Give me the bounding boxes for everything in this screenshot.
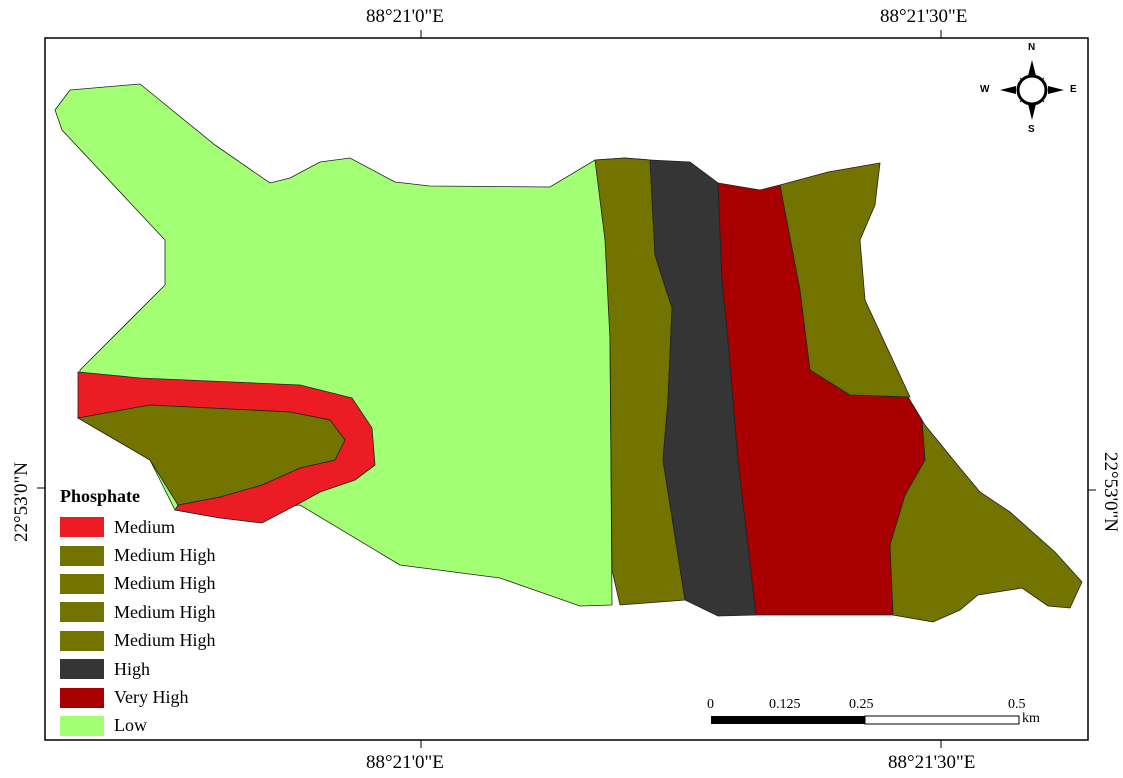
scale-tick-1: 0.125 (769, 697, 801, 712)
coord-right: 22°53'0"N (1100, 452, 1121, 532)
legend-label: Medium High (114, 545, 216, 566)
legend-swatch (60, 630, 104, 651)
legend-label: Medium (114, 516, 175, 537)
legend-title: Phosphate (60, 486, 141, 506)
legend-swatch (60, 517, 104, 538)
legend-label: Very High (114, 687, 189, 708)
zone-medium-high-band-3 (889, 396, 1083, 623)
legend-item: Medium High (60, 627, 216, 655)
north-letter-e: E (1070, 84, 1077, 95)
north-arrow (1000, 60, 1064, 120)
scale-bar-seg-1 (711, 716, 788, 724)
coord-top-left: 88°21'0"E (366, 6, 444, 27)
scale-tick-0: 0 (707, 697, 714, 712)
legend-item: Medium High (60, 570, 216, 598)
coord-bottom-left: 88°21'0"E (366, 752, 444, 773)
scale-bar-seg-2 (788, 716, 865, 724)
zone-medium-high-band-4 (76, 404, 346, 506)
legend-item: Medium High (60, 598, 216, 626)
north-letter-s: S (1028, 124, 1035, 135)
legend-item: High (60, 655, 216, 683)
north-arrow-w-point (1000, 86, 1016, 94)
legend-label: Medium High (114, 630, 216, 651)
legend-swatch (60, 545, 104, 566)
scale-unit: km (1022, 711, 1040, 726)
north-arrow-n-point (1028, 60, 1036, 76)
north-arrow-e-point (1048, 86, 1064, 94)
legend-label: Medium High (114, 573, 216, 594)
coord-left: 22°53'0"N (11, 462, 32, 542)
legend-swatch (60, 715, 104, 736)
legend-swatch (60, 573, 104, 594)
legend-swatch (60, 687, 104, 708)
legend: Phosphate Medium Medium High Medium High… (60, 486, 216, 740)
zone-medium-high-band-2 (779, 162, 911, 398)
scale-tick-3: 0.5 (1008, 697, 1026, 712)
scale-bar-seg-3 (864, 715, 1020, 725)
legend-label: High (114, 658, 150, 679)
legend-label: Low (114, 715, 147, 736)
scale-tick-2: 0.25 (849, 697, 874, 712)
north-letter-n: N (1028, 42, 1036, 53)
north-arrow-ring (1016, 74, 1048, 106)
north-arrow-s-point (1028, 104, 1036, 120)
legend-item: Medium (60, 513, 216, 541)
coord-bottom-right: 88°21'30"E (888, 752, 976, 773)
coord-top-right: 88°21'30"E (880, 6, 968, 27)
scale-bar (711, 715, 1020, 725)
legend-item: Medium High (60, 541, 216, 569)
legend-label: Medium High (114, 601, 216, 622)
legend-swatch (60, 659, 104, 680)
north-letter-w: W (980, 84, 990, 95)
legend-swatch (60, 602, 104, 623)
legend-item: Low (60, 712, 216, 740)
legend-item: Very High (60, 683, 216, 711)
